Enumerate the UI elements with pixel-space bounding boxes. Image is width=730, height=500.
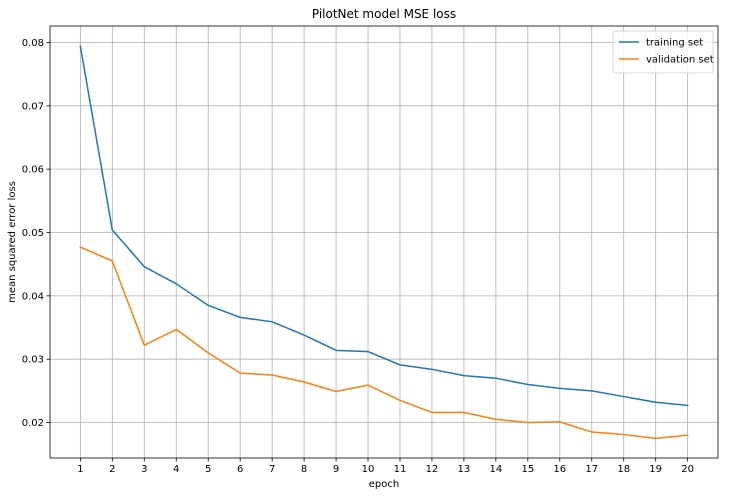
- y-tick-label: 0.05: [22, 228, 44, 239]
- y-tick-label: 0.02: [22, 418, 44, 429]
- x-tick-label: 16: [553, 464, 566, 475]
- x-tick-label: 7: [269, 464, 275, 475]
- x-tick-label: 19: [649, 464, 662, 475]
- x-tick-label: 10: [362, 464, 375, 475]
- x-tick-label: 1: [77, 464, 83, 475]
- y-axis-label: mean squared error loss: [7, 181, 18, 303]
- x-tick-label: 12: [426, 464, 439, 475]
- x-tick-label: 15: [521, 464, 534, 475]
- x-axis-label: epoch: [369, 479, 399, 490]
- x-tick-label: 13: [458, 464, 471, 475]
- legend-entry-label: training set: [646, 38, 703, 49]
- axis-ticks: 0.020.030.040.050.060.070.081 2 3 4 5 6 7 8 9 10 1…: [22, 38, 694, 475]
- chart-title: PilotNet model MSE loss: [312, 7, 456, 21]
- x-tick-label: 4: [173, 464, 179, 475]
- x-tick-label: 17: [585, 464, 598, 475]
- series-line-validation: [79, 246, 689, 440]
- x-tick-label: 20: [681, 464, 694, 475]
- legend: training set validation set: [612, 30, 714, 74]
- y-tick-label: 0.06: [22, 165, 44, 176]
- plot-area: [50, 26, 718, 458]
- y-tick-label: 0.07: [22, 101, 44, 112]
- x-tick-label: 8: [301, 464, 307, 475]
- x-tick-label: 18: [617, 464, 630, 475]
- x-tick-label: 5: [205, 464, 211, 475]
- y-tick-label: 0.04: [22, 291, 44, 302]
- x-tick-label: 6: [237, 464, 243, 475]
- y-tick-label: 0.03: [22, 355, 44, 366]
- x-tick-label: 14: [489, 464, 502, 475]
- y-tick-label: 0.08: [22, 38, 44, 49]
- plot-frame: [49, 25, 719, 459]
- x-tick-label: 2: [109, 464, 115, 475]
- grid: [50, 26, 718, 458]
- x-tick-label: 11: [394, 464, 407, 475]
- series-line-training: [79, 45, 689, 407]
- x-tick-label: 9: [333, 464, 339, 475]
- legend-entry-label: validation set: [646, 55, 714, 66]
- series-layer: [79, 45, 689, 440]
- x-tick-label: 3: [141, 464, 147, 475]
